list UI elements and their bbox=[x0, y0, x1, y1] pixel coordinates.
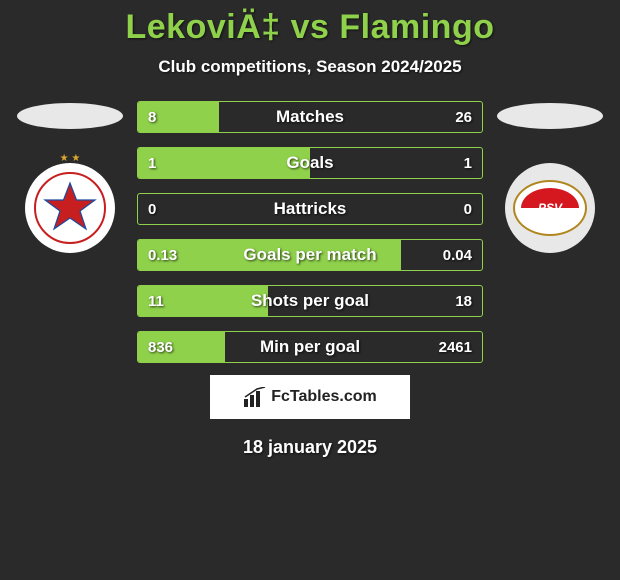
stat-bar: 0.13Goals per match0.04 bbox=[137, 239, 483, 271]
stat-value-right: 0.04 bbox=[433, 240, 482, 270]
stat-label: Goals per match bbox=[138, 240, 482, 270]
chart-icon bbox=[243, 387, 267, 407]
left-player-col: ★ ★ bbox=[15, 101, 125, 253]
star-icon: ★ ★ bbox=[25, 153, 115, 164]
stat-bar: 11Shots per goal18 bbox=[137, 285, 483, 317]
stat-label: Shots per goal bbox=[138, 286, 482, 316]
club-logo-left: ★ ★ bbox=[25, 163, 115, 253]
star-icon bbox=[43, 181, 97, 235]
shield-icon bbox=[34, 172, 106, 244]
stat-label: Hattricks bbox=[138, 194, 482, 224]
club-logo-text: PSV bbox=[521, 188, 579, 228]
page-subtitle: Club competitions, Season 2024/2025 bbox=[0, 57, 620, 77]
stat-bar: 8Matches26 bbox=[137, 101, 483, 133]
comparison-card: LekoviÄ‡ vs Flamingo Club competitions, … bbox=[0, 0, 620, 580]
shield-icon: PSV bbox=[513, 180, 587, 236]
stat-value-right: 1 bbox=[454, 148, 482, 178]
stat-bar: 0Hattricks0 bbox=[137, 193, 483, 225]
stat-value-right: 0 bbox=[454, 194, 482, 224]
brand-badge[interactable]: FcTables.com bbox=[210, 375, 410, 419]
stat-value-right: 26 bbox=[445, 102, 482, 132]
page-title: LekoviÄ‡ vs Flamingo bbox=[0, 8, 620, 47]
stat-bar: 1Goals1 bbox=[137, 147, 483, 179]
player-ellipse-right bbox=[497, 103, 603, 129]
brand-text: FcTables.com bbox=[271, 388, 377, 406]
club-logo-right: PSV bbox=[505, 163, 595, 253]
stat-label: Goals bbox=[138, 148, 482, 178]
date-label: 18 january 2025 bbox=[0, 437, 620, 458]
right-player-col: PSV bbox=[495, 101, 605, 253]
stats-column: 8Matches26 1Goals1 0Hattricks0 0.13Goals pe… bbox=[137, 101, 483, 363]
player-ellipse-left bbox=[17, 103, 123, 129]
stat-bar: 836Min per goal2461 bbox=[137, 331, 483, 363]
content-row: ★ ★ 8Matches26 1Goals1 0Hattricks0 0.13Goal… bbox=[0, 101, 620, 363]
stat-value-right: 2461 bbox=[429, 332, 482, 362]
stat-value-right: 18 bbox=[445, 286, 482, 316]
stat-label: Matches bbox=[138, 102, 482, 132]
